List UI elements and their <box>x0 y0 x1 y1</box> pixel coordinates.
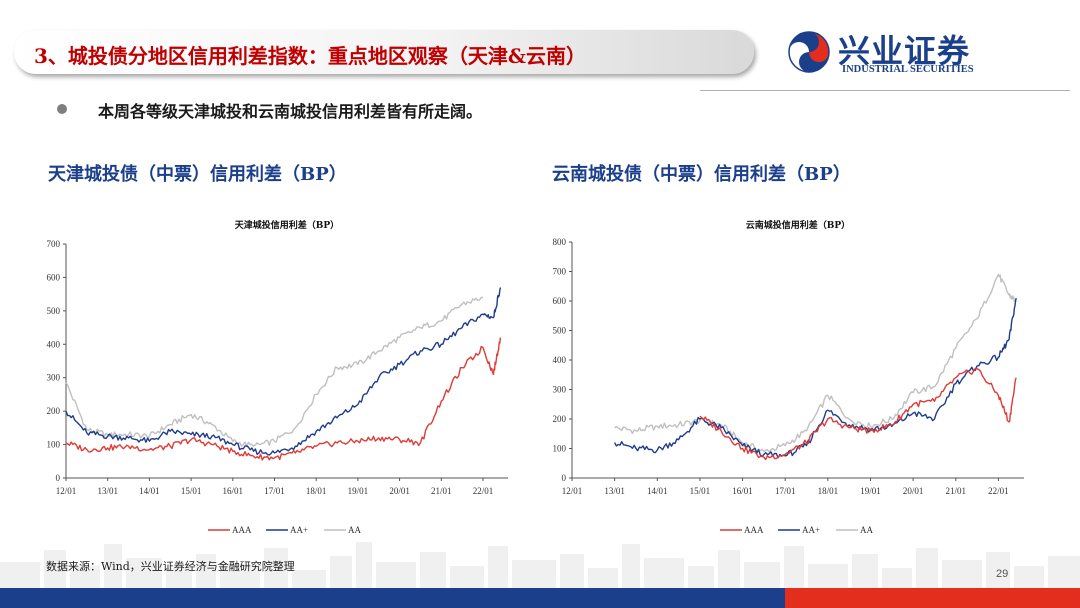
footer-bar-blue <box>0 588 785 608</box>
chart1-y-tick-label: 300 <box>553 385 567 395</box>
chart0-x-tick-label: 13/01 <box>97 486 118 496</box>
title-banner <box>14 30 754 74</box>
chart1-x-tick-label: 12/01 <box>562 486 583 496</box>
chart0-legend-label: AA+ <box>290 525 308 535</box>
chart1-x-tick-label: 18/01 <box>818 486 839 496</box>
chart0-series-aa-plus <box>65 287 502 456</box>
footer-bar-red <box>785 588 1080 608</box>
chart1-legend-label: AA <box>860 525 873 535</box>
chart0-series-aa <box>65 296 483 448</box>
skyline-decoration <box>0 542 1080 588</box>
chart1-x-tick-label: 16/01 <box>732 486 753 496</box>
chart1-title: 云南城投信用利差（BP） <box>746 219 850 231</box>
logo-wordmark: 兴业证券 <box>838 32 971 70</box>
tianjin-chart: 天津城投信用利差（BP） 0 100 200 300 400 500 600 700 12/01 1… <box>47 219 508 535</box>
chart1-x-tick-label: 15/01 <box>690 486 711 496</box>
chart0-x-tick-label: 15/01 <box>181 486 202 496</box>
chart0-title: 天津城投信用利差（BP） <box>235 219 339 231</box>
chart0-y-tick-label: 100 <box>47 440 61 450</box>
chart1-y-tick-label: 400 <box>553 355 567 365</box>
yunnan-chart-heading: 云南城投债（中票）信用利差（BP） <box>552 164 851 185</box>
chart0-x-tick-label: 19/01 <box>348 486 369 496</box>
chart0-y-tick-label: 200 <box>47 406 61 416</box>
chart0-x-tick-label: 22/01 <box>473 486 494 496</box>
bullet-icon <box>57 104 67 114</box>
chart0-x-tick-label: 20/01 <box>389 486 410 496</box>
chart0-legend-label: AAA <box>232 525 252 535</box>
data-source: 数据来源：Wind，兴业证券经济与金融研究院整理 <box>46 560 295 573</box>
page-number: 29 <box>996 568 1009 580</box>
chart0-x-tick-label: 14/01 <box>139 486 160 496</box>
chart0-series-aaa <box>65 337 502 461</box>
chart1-x-tick-label: 20/01 <box>903 486 924 496</box>
chart1-y-tick-label: 0 <box>562 473 567 483</box>
tianjin-chart-heading: 天津城投债（中票）信用利差（BP） <box>48 164 347 185</box>
chart0-y-tick-label: 700 <box>47 239 61 249</box>
yunnan-chart: 云南城投信用利差（BP） 0 100 200 300 400 500 600 700 800 12/… <box>553 219 1024 535</box>
chart1-y-tick-label: 100 <box>553 444 567 454</box>
chart1-x-tick-label: 22/01 <box>988 486 1009 496</box>
chart1-series-aa <box>614 273 1017 454</box>
chart0-legend-label: AA <box>348 525 361 535</box>
chart1-x-tick-label: 19/01 <box>860 486 881 496</box>
chart0-x-tick-label: 12/01 <box>56 486 77 496</box>
chart0-y-tick-label: 0 <box>56 473 61 483</box>
chart1-y-tick-label: 200 <box>553 414 567 424</box>
chart0-y-tick-label: 600 <box>47 272 61 282</box>
chart1-legend-label: AA+ <box>802 525 820 535</box>
chart0-x-tick-label: 18/01 <box>306 486 327 496</box>
logo-swirl-icon <box>788 31 830 73</box>
chart1-x-tick-label: 13/01 <box>604 486 625 496</box>
chart1-legend-label: AAA <box>744 525 764 535</box>
chart1-y-tick-label: 600 <box>553 296 567 306</box>
chart0-x-tick-label: 21/01 <box>431 486 452 496</box>
chart1-series-aa-plus <box>613 297 1017 459</box>
chart1-y-tick-label: 800 <box>553 237 567 247</box>
bullet-text: 本周各等级天津城投和云南城投信用利差皆有所走阔。 <box>98 102 483 121</box>
chart0-y-tick-label: 500 <box>47 306 61 316</box>
chart0-x-tick-label: 16/01 <box>223 486 244 496</box>
chart1-y-tick-label: 500 <box>553 326 567 336</box>
chart0-y-tick-label: 300 <box>47 373 61 383</box>
chart1-x-tick-label: 17/01 <box>775 486 796 496</box>
header-divider <box>700 90 1070 91</box>
chart1-series-aaa <box>699 367 1017 461</box>
chart1-x-tick-label: 14/01 <box>647 486 668 496</box>
page-title: 3、城投债分地区信用利差指数：重点地区观察（天津&云南） <box>34 44 586 68</box>
chart1-x-tick-label: 21/01 <box>946 486 967 496</box>
chart0-y-tick-label: 400 <box>47 339 61 349</box>
chart0-x-tick-label: 17/01 <box>264 486 285 496</box>
logo-english: INDUSTRIAL SECURITIES <box>842 64 974 75</box>
chart1-y-tick-label: 700 <box>553 267 567 277</box>
